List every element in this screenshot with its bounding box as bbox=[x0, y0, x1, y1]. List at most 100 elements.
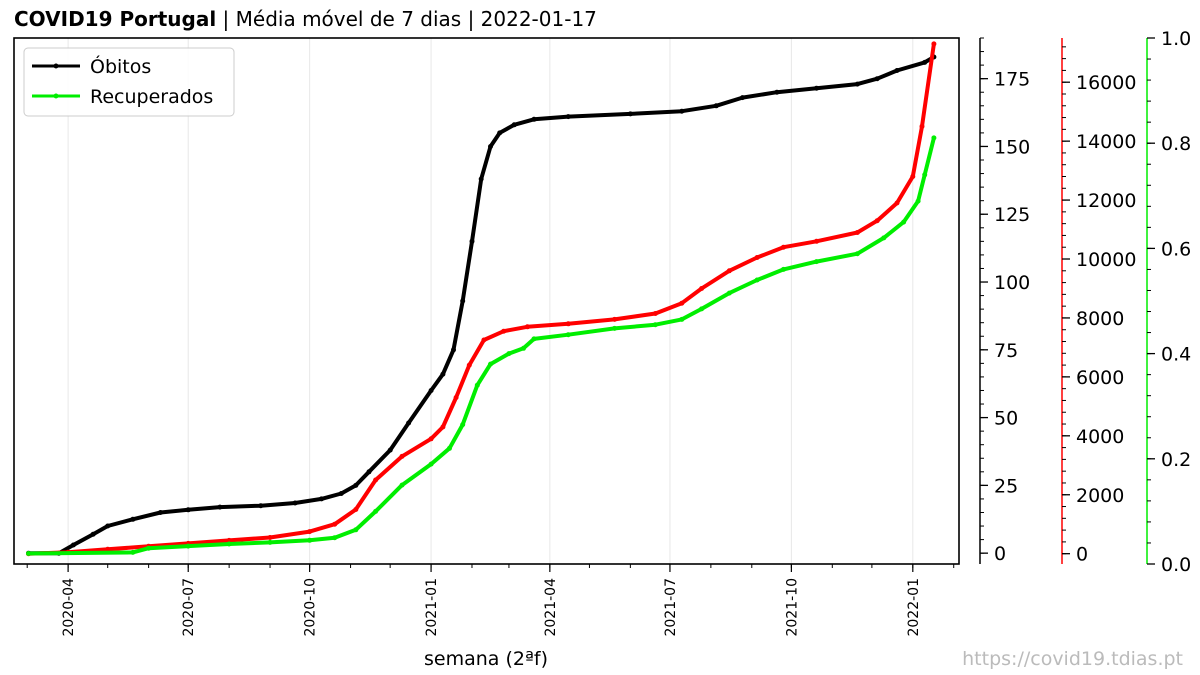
x-tick-label: 2021-04 bbox=[543, 578, 559, 637]
data-point-obitos bbox=[451, 347, 456, 353]
data-point-obitos bbox=[440, 371, 446, 377]
data-point-obitos bbox=[292, 500, 298, 506]
data-point-obitos bbox=[922, 59, 928, 65]
data-point-recuperados bbox=[428, 461, 434, 467]
plot-frame bbox=[13, 37, 960, 565]
series-line-recuperados bbox=[26, 135, 936, 556]
data-point-obitos bbox=[488, 144, 493, 149]
data-point-recuperados bbox=[699, 306, 705, 312]
data-point-red bbox=[399, 453, 405, 459]
data-point-recuperados bbox=[915, 198, 921, 204]
data-point-obitos bbox=[185, 507, 191, 513]
data-point-recuperados bbox=[922, 172, 928, 178]
chart-title-rest: | Média móvel de 7 dias | 2022-01-17 bbox=[216, 7, 597, 31]
y-tick-label-obitos: 0 bbox=[994, 543, 1006, 565]
legend-label-obitos: Óbitos bbox=[90, 54, 151, 78]
data-point-obitos bbox=[90, 531, 96, 537]
data-point-recuperados bbox=[353, 527, 359, 533]
data-point-recuperados bbox=[901, 219, 907, 225]
data-point-red bbox=[612, 316, 617, 322]
data-point-red bbox=[226, 537, 232, 543]
data-point-red bbox=[565, 321, 571, 327]
data-point-obitos bbox=[854, 81, 860, 87]
data-point-red bbox=[466, 362, 472, 368]
data-point-obitos bbox=[460, 298, 466, 304]
data-point-recuperados bbox=[881, 235, 887, 241]
data-point-recuperados bbox=[399, 482, 405, 488]
data-point-obitos bbox=[366, 469, 372, 475]
y-tick-label-recuperados: 0.8 bbox=[1161, 133, 1191, 155]
data-point-obitos bbox=[319, 496, 324, 502]
y-tick-label-recuperados: 0.0 bbox=[1161, 554, 1191, 576]
data-point-red bbox=[894, 200, 900, 206]
data-point-recuperados bbox=[332, 535, 338, 541]
data-point-obitos bbox=[874, 76, 880, 82]
legend: Óbitos Recuperados bbox=[23, 47, 235, 117]
data-point-obitos bbox=[478, 176, 484, 182]
y-tick-label-recuperados: 0.6 bbox=[1161, 238, 1191, 260]
y-tick-label-red: 4000 bbox=[1076, 426, 1124, 448]
y-tick-label-obitos: 150 bbox=[994, 136, 1030, 158]
data-point-recuperados bbox=[506, 351, 512, 357]
data-point-red bbox=[652, 311, 658, 316]
data-point-recuperados bbox=[652, 322, 658, 328]
data-point-obitos bbox=[70, 542, 76, 548]
data-point-recuperados bbox=[565, 332, 571, 338]
series-line-obitos bbox=[26, 55, 936, 556]
data-point-red bbox=[854, 230, 860, 235]
data-point-obitos bbox=[774, 89, 780, 95]
data-point-recuperados bbox=[373, 508, 379, 514]
x-tick-label: 2020-10 bbox=[303, 578, 319, 637]
grid bbox=[67, 38, 914, 564]
data-point-obitos bbox=[814, 85, 819, 91]
data-point-recuperados bbox=[781, 266, 786, 272]
data-point-obitos bbox=[497, 130, 503, 136]
chart-title: COVID19 Portugal | Média móvel de 7 dias… bbox=[14, 7, 597, 31]
y-tick-label-obitos: 75 bbox=[994, 340, 1018, 362]
y-tick-label-recuperados: 0.2 bbox=[1161, 449, 1191, 471]
data-point-recuperados bbox=[931, 135, 937, 141]
data-point-recuperados bbox=[474, 382, 480, 388]
data-point-obitos bbox=[353, 482, 359, 488]
data-point-obitos bbox=[428, 388, 434, 393]
data-point-recuperados bbox=[146, 545, 152, 551]
data-point-red bbox=[814, 238, 819, 244]
data-point-obitos bbox=[387, 447, 393, 453]
data-point-red bbox=[481, 337, 487, 343]
x-axis-label: semana (2ªf) bbox=[424, 648, 548, 670]
y-tick-label-red: 14000 bbox=[1076, 131, 1136, 153]
data-point-recuperados bbox=[531, 336, 537, 342]
y-tick-label-recuperados: 0.4 bbox=[1161, 344, 1191, 366]
data-point-obitos bbox=[531, 116, 537, 122]
y-tick-label-red: 10000 bbox=[1076, 249, 1136, 271]
data-point-recuperados bbox=[460, 422, 466, 428]
data-point-obitos bbox=[338, 491, 344, 496]
x-tick-label: 2022-01 bbox=[906, 578, 922, 637]
data-point-red bbox=[501, 328, 507, 334]
data-point-red bbox=[874, 218, 880, 224]
x-tick-label: 2021-10 bbox=[784, 578, 800, 637]
data-point-obitos bbox=[469, 238, 475, 244]
series-layer bbox=[26, 41, 937, 557]
data-point-red bbox=[453, 395, 459, 400]
y-tick-label-obitos: 25 bbox=[994, 475, 1018, 497]
y-tick-label-red: 6000 bbox=[1076, 367, 1124, 389]
y-tick-label-red: 16000 bbox=[1076, 72, 1136, 94]
data-point-red bbox=[781, 244, 786, 250]
data-point-red bbox=[524, 324, 530, 330]
y-tick-label-obitos: 125 bbox=[994, 204, 1030, 226]
data-point-red bbox=[726, 268, 732, 274]
data-point-obitos bbox=[217, 504, 223, 510]
data-point-recuperados bbox=[130, 549, 136, 555]
y-tick-label-red: 12000 bbox=[1076, 190, 1136, 212]
data-point-recuperados bbox=[185, 543, 191, 549]
data-point-red bbox=[440, 424, 446, 430]
y-tick-label-recuperados: 1.0 bbox=[1161, 28, 1191, 50]
data-point-recuperados bbox=[726, 290, 732, 296]
data-point-red bbox=[931, 41, 937, 47]
data-point-recuperados bbox=[814, 259, 819, 265]
data-point-recuperados bbox=[854, 251, 860, 257]
data-point-red bbox=[373, 477, 379, 483]
data-point-recuperados bbox=[754, 277, 760, 283]
